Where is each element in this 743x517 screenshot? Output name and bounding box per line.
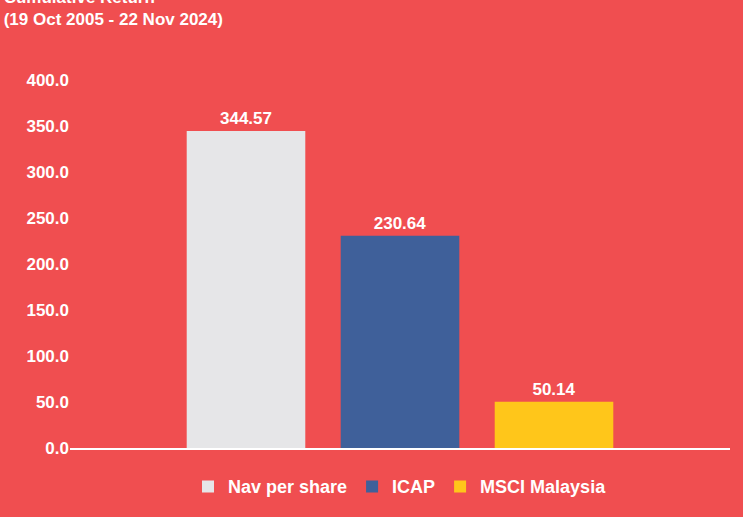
svg-text:230.64: 230.64 <box>374 214 427 233</box>
svg-text:50.14: 50.14 <box>532 380 575 399</box>
svg-text:344.57: 344.57 <box>220 109 272 128</box>
svg-text:250.0: 250.0 <box>26 209 69 228</box>
svg-text:100.0: 100.0 <box>26 347 69 366</box>
svg-text:ICAP: ICAP <box>392 477 435 497</box>
svg-text:200.0: 200.0 <box>26 255 69 274</box>
svg-text:MSCI Malaysia: MSCI Malaysia <box>480 477 606 497</box>
svg-text:400.0: 400.0 <box>26 71 69 90</box>
svg-text:350.0: 350.0 <box>26 117 69 136</box>
svg-text:300.0: 300.0 <box>26 163 69 182</box>
svg-text:Nav per share: Nav per share <box>228 477 347 497</box>
svg-text:0.0: 0.0 <box>45 439 69 458</box>
svg-text:150.0: 150.0 <box>26 301 69 320</box>
svg-text:50.0: 50.0 <box>36 393 69 412</box>
svg-text:Cumulative Return(19 Oct 2005: Cumulative Return(19 Oct 2005 - 22 Nov 2… <box>4 0 223 29</box>
